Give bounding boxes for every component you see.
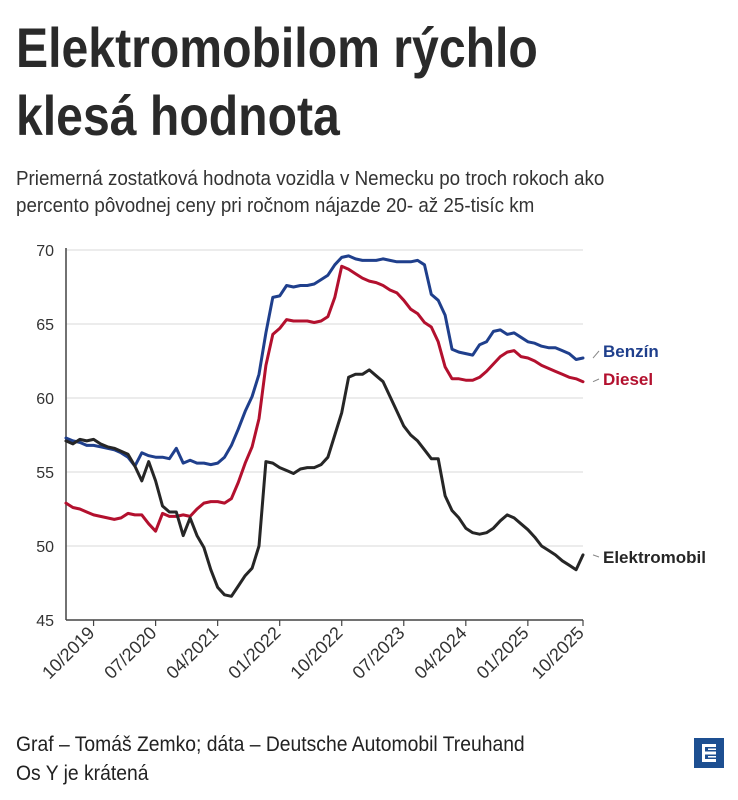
leader-line-0 [592, 350, 600, 359]
axis-note: Os Y je krátená [16, 762, 149, 785]
source-credit: Graf – Tomáš Zemko; dáta – Deutsche Auto… [16, 733, 525, 756]
chart-subtitle-line-2: percento pôvodnej ceny pri ročnom nájazd… [16, 195, 535, 217]
series-label-benzín: Benzín [603, 342, 659, 361]
x-tick-label-3: 01/2022 [224, 623, 284, 683]
brand-logo-icon [694, 738, 724, 768]
footer: Graf – Tomáš Zemko; dáta – Deutsche Auto… [16, 730, 525, 788]
chart-title-line-1: Elektromobilom rýchlo [16, 16, 538, 79]
leader-line-2 [592, 554, 600, 558]
x-tick-label-6: 04/2024 [410, 623, 470, 683]
x-tick-label-4: 10/2022 [286, 623, 346, 683]
x-tick-label-5: 07/2023 [348, 623, 408, 683]
brand-logo-glyph [702, 744, 716, 762]
x-tick-label-7: 01/2025 [473, 623, 533, 683]
series-lines [64, 254, 585, 598]
series-line-elektromobil [64, 368, 585, 598]
y-tick-label-45: 45 [36, 613, 54, 630]
series-labels: Benzín Diesel Elektromobil [592, 342, 706, 567]
chart-title-line-2: klesá hodnota [16, 84, 340, 147]
y-tick-label-65: 65 [36, 317, 54, 334]
x-tick-label-1: 07/2020 [100, 623, 160, 683]
line-chart: 45 50 55 60 65 70 10/2019 07/2020 04/2021 01/2022… [36, 243, 706, 683]
x-tick-label-2: 04/2021 [162, 623, 222, 683]
y-tick-label-60: 60 [36, 391, 54, 408]
series-label-elektromobil: Elektromobil [603, 548, 706, 567]
grid-lines [66, 249, 583, 547]
chart-subtitle-line-1: Priemerná zostatková hodnota vozidla v N… [16, 168, 605, 190]
chart-title: Elektromobilom rýchlo klesá hodnota [16, 14, 618, 150]
axes: 45 50 55 60 65 70 10/2019 07/2020 04/2021 01/2022… [36, 243, 588, 683]
leader-line-1 [592, 378, 600, 383]
y-tick-label-70: 70 [36, 243, 54, 260]
x-tick-label-0: 10/2019 [38, 623, 98, 683]
chart-subtitle: Priemerná zostatková hodnota vozidla v N… [16, 166, 693, 220]
x-tick-label-8: 10/2025 [528, 623, 588, 683]
series-line-diesel [64, 264, 585, 533]
y-tick-label-55: 55 [36, 465, 54, 482]
series-line-benzín [64, 254, 585, 468]
series-label-diesel: Diesel [603, 370, 653, 389]
y-tick-label-50: 50 [36, 539, 54, 556]
